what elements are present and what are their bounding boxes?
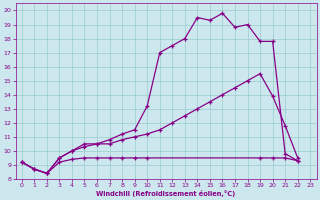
X-axis label: Windchill (Refroidissement éolien,°C): Windchill (Refroidissement éolien,°C) [96,190,236,197]
